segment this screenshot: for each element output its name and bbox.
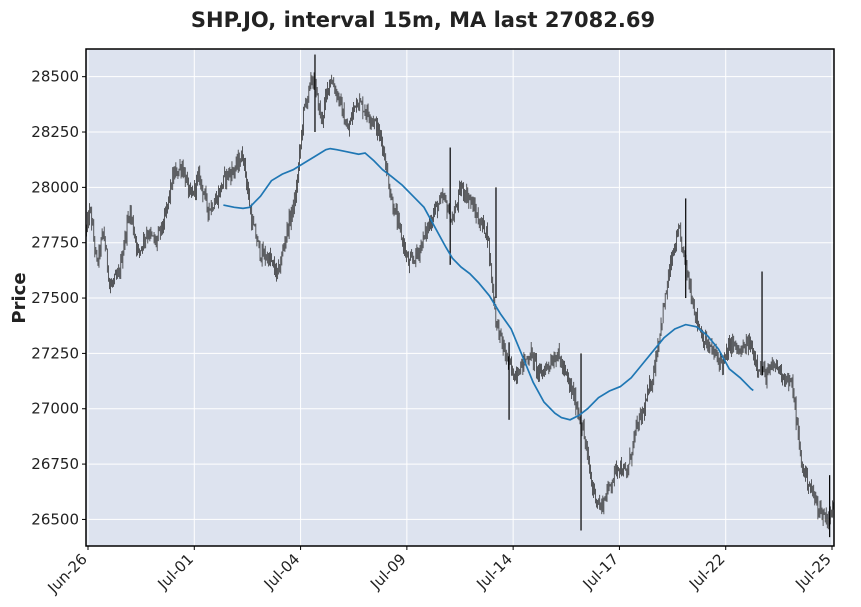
x-tick-label: Jun-26 (43, 550, 90, 597)
y-tick-label: 28000 (31, 178, 79, 196)
x-tick-label: Jul-17 (579, 550, 623, 594)
plot-area (86, 49, 834, 546)
chart-title: SHP.JO, interval 15m, MA last 27082.69 (191, 8, 655, 32)
x-tick-label: Jul-01 (154, 550, 198, 594)
x-tick-label: Jul-22 (685, 550, 729, 594)
y-axis-label: Price (9, 272, 30, 323)
grid-lines (86, 49, 834, 546)
y-tick-label: 27750 (31, 234, 79, 252)
y-tick-label: 26750 (31, 455, 79, 473)
candlestick-series (86, 54, 834, 538)
y-tick-label: 28500 (31, 68, 79, 86)
y-axis-ticks: 26500 26750 27000 27250 27500 27750 28000 28250… (31, 68, 86, 528)
y-tick-label: 27000 (31, 400, 79, 418)
x-axis-ticks: Jun-26 Jul-01 Jul-04 Jul-09 Jul-14 Jul-17 Jul-… (43, 546, 835, 597)
moving-average-line (223, 147, 754, 421)
plot-frame (85, 48, 835, 547)
y-tick-label: 26500 (31, 510, 79, 528)
x-tick-label: Jul-14 (472, 550, 516, 594)
y-tick-label: 27250 (31, 344, 79, 362)
x-tick-label: Jul-04 (260, 550, 304, 594)
x-tick-label: Jul-25 (791, 550, 835, 594)
y-tick-label: 28250 (31, 123, 79, 141)
y-tick-label: 27500 (31, 289, 79, 307)
x-tick-label: Jul-09 (366, 550, 410, 594)
